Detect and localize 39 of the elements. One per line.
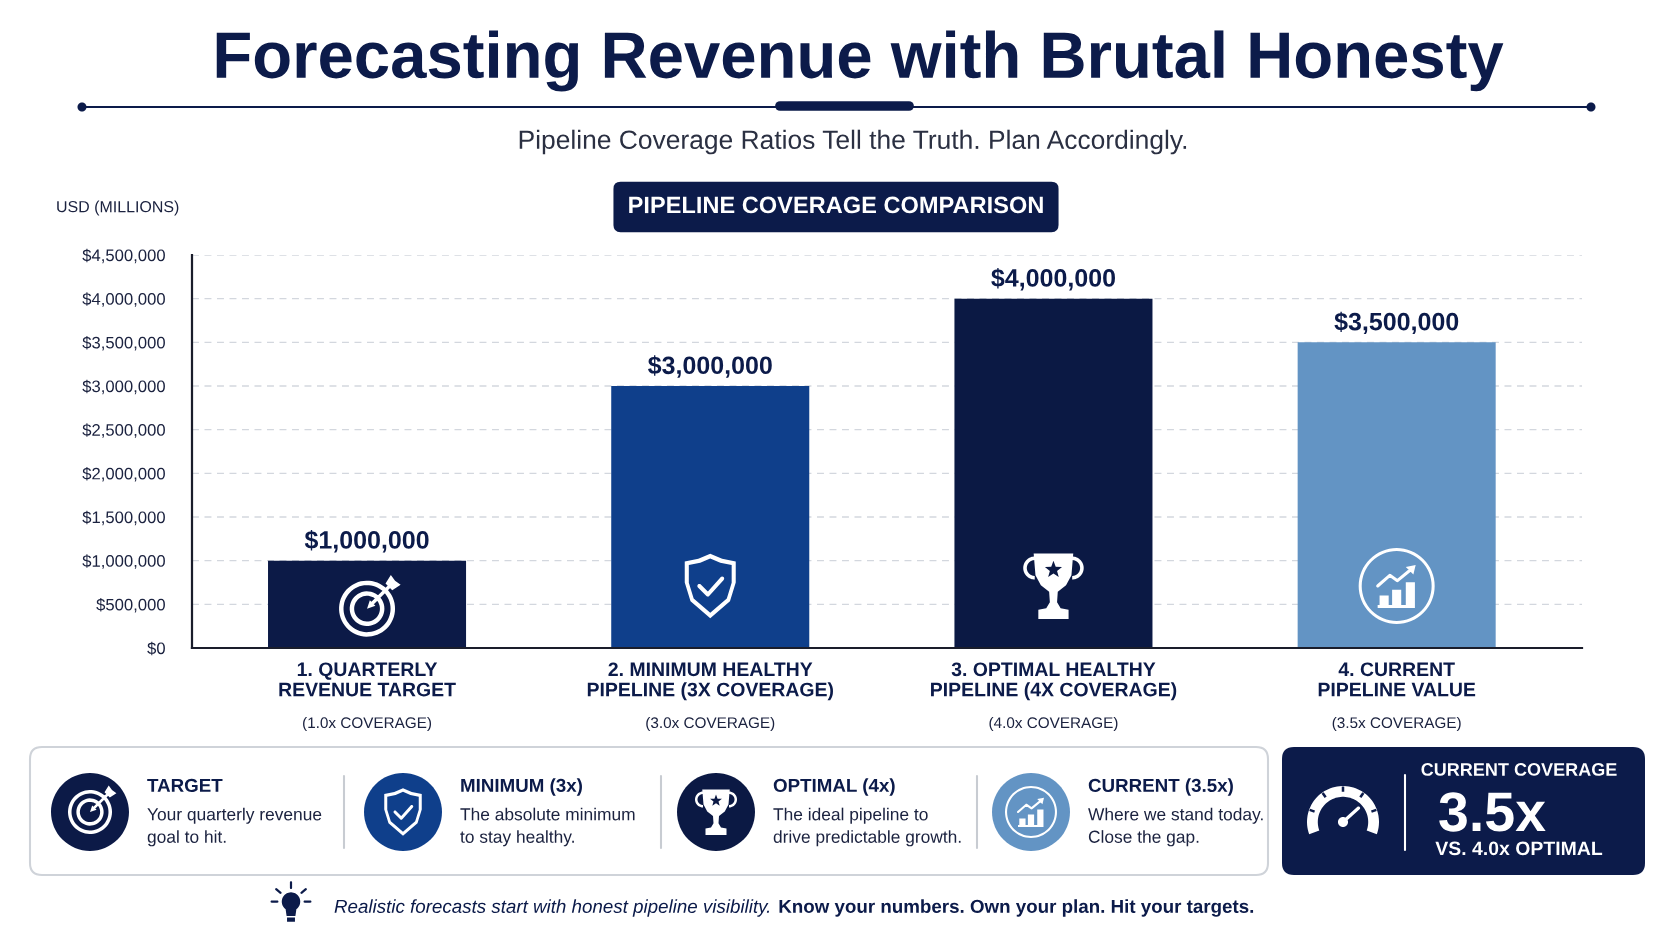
- text: VS. 4.0x OPTIMAL: [1435, 841, 1603, 856]
- text: Where we stand today. Close the gap.: [1088, 807, 1263, 847]
- y-tick-label: $4,000,000: [82, 292, 165, 307]
- text: The ideal pipeline to drive predictable growth.: [773, 807, 961, 847]
- data-label: $1,000,000: [304, 529, 429, 553]
- text: The absolute minimum to stay healthy.: [460, 807, 635, 847]
- text: TARGET: [147, 778, 223, 793]
- y-tick-label: $2,000,000: [82, 467, 165, 482]
- y-tick-label: $4,500,000: [82, 248, 165, 264]
- data-label: $3,500,000: [1334, 311, 1459, 335]
- text: PIPELINE COVERAGE COMPARISON: [629, 196, 1043, 214]
- y-tick-label: $3,500,000: [82, 336, 165, 351]
- y-tick-label: $1,000,000: [82, 554, 165, 569]
- text: Realistic forecasts start with honest pipeline visibility.: [334, 899, 770, 917]
- bar: [611, 386, 810, 648]
- category-label: 4. CURRENT PIPELINE VALUE (3.5x COVERAGE): [1318, 662, 1476, 732]
- category-label: 3. OPTIMAL HEALTHY PIPELINE (4X COVERAGE) (4.0x COVERAGE): [931, 662, 1177, 732]
- text: CURRENT COVERAGE: [1421, 763, 1617, 776]
- y-axis-title: USD (MILLIONS): [57, 200, 179, 216]
- bar: [954, 298, 1153, 648]
- chart-subtitle: Pipeline Coverage Ratios Tell the Truth. Plan Accordingly.: [519, 129, 1187, 155]
- y-tick-label: $1,500,000: [82, 510, 165, 526]
- chart-title: Forecasting Revenue with Brutal Honesty: [216, 30, 1504, 92]
- y-tick-label: $0: [147, 641, 165, 656]
- data-label: $4,000,000: [991, 267, 1115, 291]
- y-tick-label: $500,000: [96, 598, 165, 613]
- text: MINIMUM (3x): [461, 778, 582, 796]
- bar: [1297, 342, 1496, 648]
- text: Your quarterly revenue goal to hit.: [147, 807, 322, 847]
- text: 3.5x: [1439, 792, 1546, 832]
- bar: [268, 560, 467, 648]
- y-tick-label: $3,000,000: [82, 379, 165, 395]
- text: OPTIMAL (4x): [773, 778, 895, 796]
- text: Know your numbers. Own your plan. Hit your targets.: [779, 899, 1254, 917]
- y-tick-label: $2,500,000: [82, 423, 165, 438]
- category-label: 1. QUARTERLY REVENUE TARGET (1.0x COVERAGE): [279, 662, 456, 732]
- text: CURRENT (3.5x): [1088, 778, 1233, 796]
- category-label: 2. MINIMUM HEALTHY PIPELINE (3X COVERAGE) (3.0x COVERAGE): [587, 662, 833, 732]
- data-label: $3,000,000: [648, 355, 772, 378]
